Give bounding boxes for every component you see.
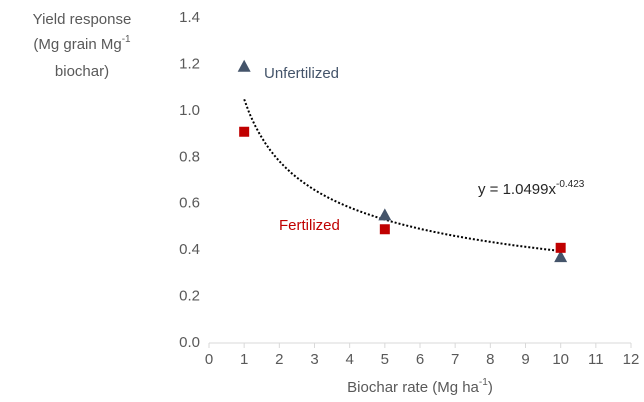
y-tick-label: 1.2	[179, 55, 200, 72]
point	[554, 250, 568, 263]
trendline	[243, 98, 561, 252]
legend-label: Unfertilized	[264, 65, 339, 82]
trendline-label: y = 1.0499x-0.423	[478, 179, 585, 198]
x-tick-label: 2	[275, 351, 283, 368]
y-tick-label: 0.0	[179, 334, 200, 351]
x-tick-label: 9	[521, 351, 529, 368]
y-tick-label: 0.6	[179, 195, 200, 212]
x-tick-label: 12	[623, 351, 640, 368]
x-tick-label: 8	[486, 351, 494, 368]
x-tick-label: 3	[310, 351, 318, 368]
trendline-exponent: -0.423	[556, 179, 585, 190]
y-tick-label: 1.0	[179, 102, 200, 119]
y-tick-label: 0.4	[179, 241, 200, 258]
y-axis-label-line: (Mg grain Mg	[33, 36, 121, 53]
point	[237, 59, 251, 72]
x-tick-label: 10	[552, 351, 569, 368]
x-tick-label: 0	[205, 351, 213, 368]
x-axis-label: Biochar rate (Mg ha-1)	[347, 377, 493, 396]
y-axis-label-sup: -1	[122, 34, 131, 45]
point	[378, 208, 392, 221]
x-axis-label-part: )	[488, 379, 493, 396]
x-axis-label-part: Biochar rate (Mg ha	[347, 379, 479, 396]
y-axis-label: biochar)	[55, 63, 109, 80]
x-tick-label: 11	[588, 351, 604, 368]
legend-label: Fertilized	[279, 217, 340, 234]
y-axis-label: Yield response	[33, 11, 132, 28]
x-tick-label: 6	[416, 351, 424, 368]
point	[239, 126, 250, 137]
x-tick-label: 4	[345, 351, 353, 368]
y-tick-label: 1.4	[179, 9, 200, 26]
y-tick-label: 0.8	[179, 148, 200, 165]
point	[555, 242, 566, 253]
x-tick-label: 5	[381, 351, 389, 368]
y-tick-label: 0.2	[179, 288, 200, 305]
x-tick-label: 7	[451, 351, 459, 368]
point	[379, 224, 390, 235]
x-tick-label: 1	[240, 351, 248, 368]
y-axis-label-line: biochar)	[55, 63, 109, 80]
y-axis-label-line: Yield response	[33, 11, 132, 28]
trendline-equation: y = 1.0499x	[478, 181, 556, 198]
y-axis-label: (Mg grain Mg-1	[33, 34, 131, 53]
x-axis-label-sup: -1	[479, 377, 488, 388]
